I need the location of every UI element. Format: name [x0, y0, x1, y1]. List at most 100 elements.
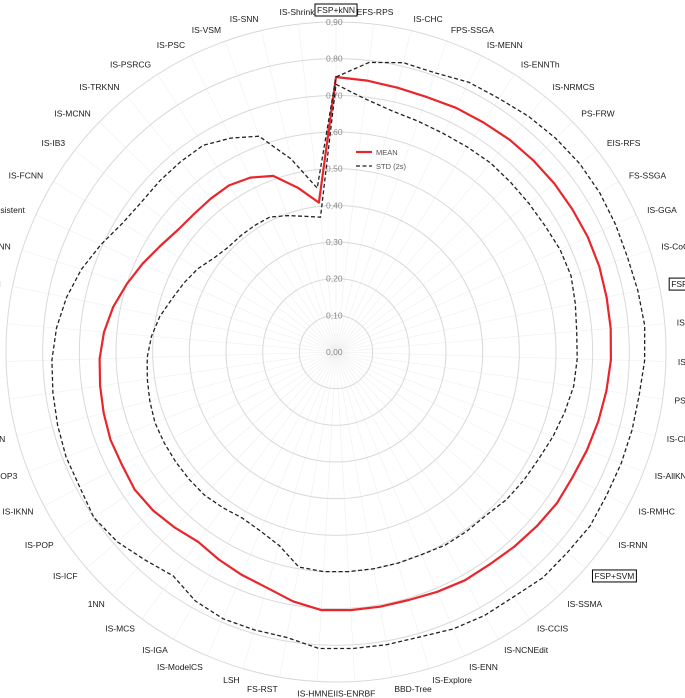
category-label-is-gga: IS-GGA — [647, 205, 677, 215]
category-label-is-vsm: IS-VSM — [192, 25, 221, 35]
radial-tick-label: 0,40 — [326, 200, 343, 210]
category-label-is-iknn: IS-IKNN — [2, 507, 33, 517]
category-label-is-cocois: IS-CoCoIS — [661, 241, 685, 251]
grid-spoke — [298, 24, 337, 353]
grid-spoke — [335, 351, 644, 473]
grid-spoke — [16, 351, 337, 437]
radial-tick-label: 0,90 — [326, 17, 343, 27]
category-label-is-hmnei: IS-HMNEI — [297, 688, 335, 698]
radial-tick-label: 0,50 — [326, 164, 343, 174]
grid-ring — [188, 204, 484, 500]
grid-spoke — [335, 24, 374, 353]
grid-spoke — [242, 351, 337, 669]
grid-spoke — [335, 351, 430, 669]
radial-tick-label: 0,60 — [326, 127, 343, 137]
radial-tick-label: 0,00 — [326, 347, 343, 357]
category-box-fsp-svm — [591, 569, 637, 583]
grid-spoke — [335, 96, 546, 353]
grid-ring — [298, 314, 374, 390]
grid-spoke — [157, 74, 337, 353]
category-label-is-rmhc: IS-RMHC — [638, 507, 674, 517]
legend-mean-label: MEAN — [376, 148, 398, 157]
grid-spoke — [335, 351, 666, 362]
category-label-fps-ssga: FPS-SSGA — [451, 25, 494, 35]
grid-ring — [225, 241, 447, 463]
grid-spoke — [22, 249, 337, 353]
category-label-is-trknn: IS-TRKNN — [79, 82, 119, 92]
category-box-fsp-pd — [668, 277, 685, 291]
grid-spoke — [86, 351, 337, 569]
series-std-lower-line — [146, 83, 578, 573]
grid-spoke — [7, 323, 337, 353]
grid-spoke — [74, 150, 337, 353]
grid-spoke — [6, 351, 337, 362]
legend-std-label: STD (2s) — [376, 162, 407, 171]
grid-spoke — [112, 351, 337, 596]
category-label-is-enrbf: IS-ENRBF — [336, 688, 376, 698]
grid-spoke — [335, 323, 665, 353]
grid-spoke — [335, 150, 598, 353]
category-label-is-ennth: IS-ENNTh — [521, 59, 560, 69]
category-label-bbd-tree: BBD-Tree — [394, 684, 432, 694]
category-label-is-enn: IS-ENN — [469, 662, 498, 672]
grid-spoke — [190, 55, 337, 353]
category-label-is-mcnn: IS-MCNN — [54, 109, 90, 119]
grid-spoke — [335, 74, 515, 353]
grid-ring — [5, 21, 667, 683]
category-label-is-snn: IS-SNN — [230, 14, 259, 24]
grid-ring — [262, 278, 410, 426]
grid-spoke — [28, 351, 337, 473]
grid-spoke — [9, 351, 337, 400]
category-label-fs-rst: FS-RST — [247, 684, 278, 694]
grid-spoke — [173, 351, 337, 640]
grid-spoke — [335, 351, 629, 507]
radar-series — [51, 61, 646, 650]
category-box-fsp-knn — [314, 3, 358, 17]
category-label-is-ib3: IS-IB3 — [42, 138, 66, 148]
radar-grid: 0,000,100,200,300,400,500,600,700,800,90 — [5, 17, 667, 683]
category-label-is-cpruner: IS-CPruner — [667, 434, 685, 444]
series-std-upper-line — [51, 61, 646, 650]
grid-spoke — [35, 214, 337, 353]
grid-spoke — [141, 351, 337, 620]
category-label-ps-ssga: PS-SSGA — [675, 396, 685, 406]
grid-spoke — [260, 30, 337, 353]
grid-spoke — [279, 351, 337, 678]
grid-spoke — [335, 351, 499, 640]
grid-spoke — [335, 351, 609, 539]
category-label-is-ssma: IS-SSMA — [567, 599, 602, 609]
category-label-fsp-svm: FSP+SVM — [594, 571, 634, 581]
grid-spoke — [335, 351, 531, 620]
category-label-is-shrink: IS-Shrink — [280, 7, 316, 17]
grid-spoke — [335, 351, 356, 682]
grid-spoke — [335, 351, 393, 678]
category-label-is-multiedit: IS-Multiedit — [677, 318, 685, 328]
category-label-is-icf: IS-ICF — [53, 571, 78, 581]
category-label-is-gcnn: IS-GCNN — [0, 241, 11, 251]
grid-spoke — [43, 351, 337, 507]
category-label-1nn: 1NN — [88, 599, 105, 609]
category-label-is-cnn: IS-CNN — [0, 434, 5, 444]
grid-spoke — [335, 30, 412, 353]
grid-ring — [152, 168, 520, 536]
radial-tick-label: 0,80 — [326, 54, 343, 64]
category-label-is-chc: IS-CHC — [413, 14, 442, 24]
radial-tick-label: 0,20 — [326, 274, 343, 284]
grid-spoke — [63, 351, 337, 539]
grid-spoke — [335, 351, 586, 569]
category-label-is-allknn: IS-AllKNN — [655, 471, 685, 481]
radial-tick-label: 0,10 — [326, 310, 343, 320]
grid-spoke — [126, 96, 337, 353]
category-label-is-modelcs: IS-ModelCS — [157, 662, 203, 672]
grid-spoke — [335, 214, 637, 353]
category-label-is-mcs: IS-MCS — [105, 624, 135, 634]
grid-spoke — [335, 249, 650, 353]
grid-spoke — [335, 351, 560, 596]
category-label-fsp-pd: FSP+PD — [671, 279, 685, 289]
category-label-eis-rfs: EIS-RFS — [607, 138, 641, 148]
category-label-is-explore: IS-Explore — [432, 675, 472, 685]
category-label-fs-ssga: FS-SSGA — [629, 170, 667, 180]
category-label-is-iga: IS-IGA — [142, 645, 168, 655]
category-label-is-tcnn: IS-TCNN — [0, 279, 1, 289]
